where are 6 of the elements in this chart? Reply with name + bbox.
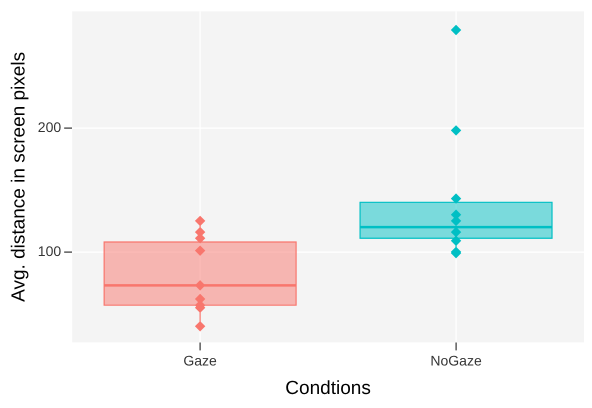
x-tick-label: Gaze xyxy=(183,352,218,369)
y-tick-label: 200 xyxy=(38,118,62,135)
x-tick-label: NoGaze xyxy=(430,352,482,369)
x-axis-title: Condtions xyxy=(285,378,371,399)
y-tick-label: 100 xyxy=(38,242,62,259)
y-axis-title: Avg. distance in screen pixels xyxy=(8,52,30,302)
